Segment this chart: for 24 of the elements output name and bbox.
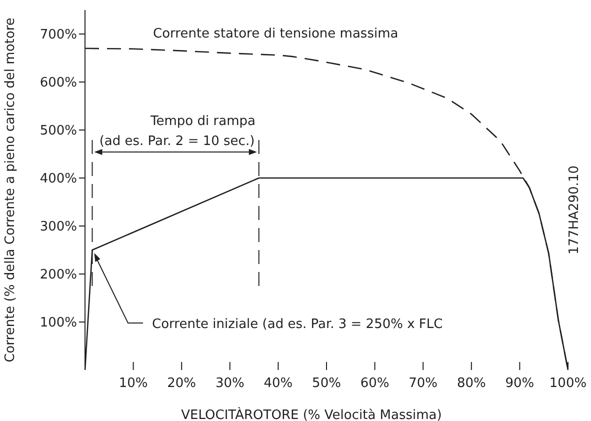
y-tick-label: 400% (40, 172, 77, 187)
annotation: Tempo di rampa (150, 114, 256, 129)
y-tick-label: 200% (40, 268, 77, 283)
x-tick-label: 10% (118, 376, 148, 392)
x-tick-label: 50% (312, 376, 341, 392)
annotation: Corrente iniziale (ad es. Par. 3 = 250% x FLC (152, 317, 443, 332)
x-tick-label: 90% (505, 376, 534, 392)
x-tick-label: 30% (215, 376, 244, 392)
x-tick-label: 80% (456, 376, 486, 392)
x-axis-title: VELOCITÀROTORE (% Velocità Massima) (181, 406, 442, 421)
y-axis-title: Corrente (% della Corrente a pieno carico del motore (3, 18, 18, 362)
x-tick-label: 20% (167, 376, 196, 392)
annotation: (ad es. Par. 2 = 10 sec.) (99, 134, 255, 149)
y-tick-label: 500% (40, 124, 77, 139)
x-tick-label: 70% (408, 376, 438, 392)
series-label: Corrente statore di tensione massima (153, 26, 398, 42)
x-tick-label: 40% (264, 376, 293, 392)
y-tick-label: 600% (40, 76, 77, 91)
y-tick-label: 100% (40, 316, 77, 331)
x-tick-label: 100% (549, 376, 587, 392)
x-tick-label: 60% (360, 376, 390, 392)
y-tick-label: 700% (40, 28, 77, 43)
y-tick-label: 300% (40, 220, 77, 235)
annotation: 177HA290.10 (567, 166, 582, 254)
